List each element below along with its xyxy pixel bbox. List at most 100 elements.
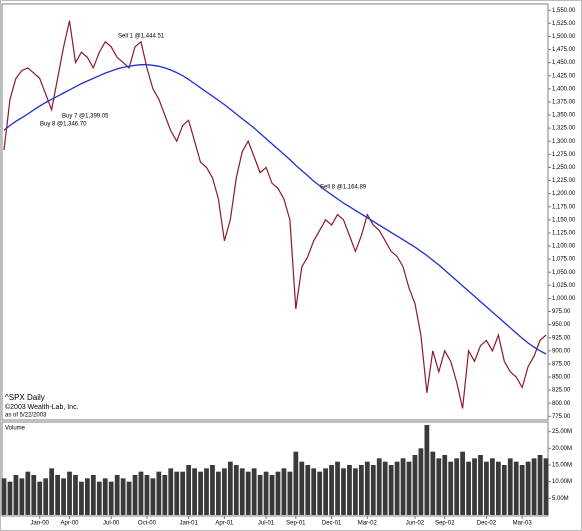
- y-tick-label: 975.00: [552, 309, 571, 315]
- volume-bar: [519, 465, 525, 515]
- volume-bar: [43, 478, 49, 515]
- volume-bar: [174, 471, 180, 515]
- volume-bar: [305, 465, 311, 515]
- y-tick-label: 1,500.00: [552, 34, 576, 40]
- volume-bar: [186, 465, 192, 515]
- volume-bar: [138, 471, 144, 515]
- y-tick-label: 1,050.00: [552, 270, 576, 276]
- volume-bar: [370, 465, 376, 515]
- y-tick-label: 1,175.00: [552, 204, 576, 210]
- x-tick-label: Dec-01: [322, 521, 342, 527]
- volume-bar: [198, 471, 203, 515]
- volume-bar: [287, 471, 293, 515]
- chart-title: ^SPX Daily: [5, 393, 45, 402]
- x-tick-label: Apr-01: [215, 521, 234, 527]
- y-tick-label: 1,025.00: [552, 283, 576, 289]
- volume-bar: [120, 478, 126, 515]
- volume-bar: [364, 461, 370, 515]
- volume-bar: [245, 471, 251, 515]
- volume-bar: [73, 475, 78, 515]
- y-tick-label: 1,225.00: [552, 178, 576, 184]
- y-tick-label: 775.00: [552, 414, 571, 420]
- volume-bar: [239, 468, 245, 515]
- y-tick-label: 1,475.00: [552, 47, 576, 53]
- volume-bar: [460, 451, 465, 515]
- volume-bar: [221, 468, 227, 515]
- volume-bar: [525, 461, 531, 515]
- volume-bar: [329, 465, 334, 515]
- x-tick-label: Dec-02: [477, 521, 497, 527]
- volume-bar: [388, 465, 394, 515]
- annotation: Buy 7 @1,399.05: [62, 114, 109, 120]
- y-tick-label: 1,075.00: [552, 257, 576, 263]
- volume-bar: [263, 471, 269, 515]
- y-tick-label: 1,450.00: [552, 60, 576, 66]
- volume-bar: [466, 461, 471, 515]
- x-tick-label: Apr-00: [61, 521, 80, 527]
- volume-bar: [400, 458, 406, 515]
- x-tick-label: Sep-02: [435, 521, 455, 527]
- volume-bar: [150, 478, 156, 515]
- y-tick-label: 5.00M: [552, 496, 569, 502]
- note: as of 5/22/2003: [5, 413, 47, 419]
- y-tick-label: 1,125.00: [552, 231, 576, 237]
- volume-bar: [90, 475, 96, 515]
- volume-bar: [442, 455, 448, 515]
- volume-bar: [323, 468, 329, 515]
- annotation: Sell 8 @1,164.89: [320, 185, 367, 191]
- y-tick-label: 1,275.00: [552, 152, 576, 158]
- volume-bar: [204, 468, 209, 515]
- volume-bar: [216, 471, 221, 515]
- volume-bar: [31, 475, 37, 515]
- volume-bar: [79, 481, 84, 515]
- volume-bar: [37, 481, 43, 515]
- volume-bar: [210, 465, 215, 515]
- volume-bar: [335, 461, 340, 515]
- volume-bar: [406, 461, 412, 515]
- volume-bar: [436, 458, 442, 515]
- volume-bar: [61, 478, 66, 515]
- volume-bar: [227, 461, 233, 515]
- volume-bar: [501, 465, 507, 515]
- y-tick-label: 950.00: [552, 322, 571, 328]
- y-tick-label: 1,325.00: [552, 126, 576, 132]
- volume-bar: [1, 478, 7, 515]
- volume-bar: [347, 465, 352, 515]
- volume-bar: [132, 475, 138, 515]
- y-tick-label: 1,375.00: [552, 100, 576, 106]
- volume-bar: [180, 471, 186, 515]
- panel-title: Volume: [5, 426, 26, 432]
- volume-bar: [430, 451, 436, 515]
- y-tick-label: 875.00: [552, 362, 571, 368]
- y-tick-label: 1,250.00: [552, 165, 576, 171]
- volume-bar: [507, 458, 513, 515]
- moving-average: [3, 64, 547, 355]
- x-tick-label: Mar-03: [513, 521, 533, 527]
- y-tick-label: 850.00: [552, 375, 571, 381]
- volume-bar: [484, 461, 489, 515]
- volume-bar: [537, 455, 543, 515]
- y-tick-label: 1,100.00: [552, 244, 576, 250]
- volume-bar: [311, 468, 317, 515]
- annotation: Sell 1 @1,444.51: [118, 34, 165, 40]
- volume-bar: [353, 468, 358, 515]
- volume-bar: [13, 475, 19, 515]
- volume-bar: [67, 471, 72, 515]
- x-tick-label: Mar-02: [358, 521, 378, 527]
- y-tick-label: 925.00: [552, 335, 571, 341]
- volume-bar: [19, 478, 25, 515]
- y-tick-label: 1,425.00: [552, 73, 576, 79]
- y-tick-label: 1,150.00: [552, 217, 576, 223]
- volume-bar: [531, 458, 537, 515]
- volume-bar: [96, 481, 102, 515]
- volume-bar: [156, 471, 162, 515]
- volume-bar: [192, 468, 197, 515]
- y-tick-label: 1,200.00: [552, 191, 576, 197]
- volume-bar: [299, 461, 305, 515]
- volume-bar: [341, 468, 346, 515]
- y-tick-label: 1,525.00: [552, 21, 576, 27]
- volume-bar: [126, 481, 132, 515]
- y-tick-label: 1,350.00: [552, 113, 576, 119]
- x-tick-label: Oct-00: [138, 521, 157, 527]
